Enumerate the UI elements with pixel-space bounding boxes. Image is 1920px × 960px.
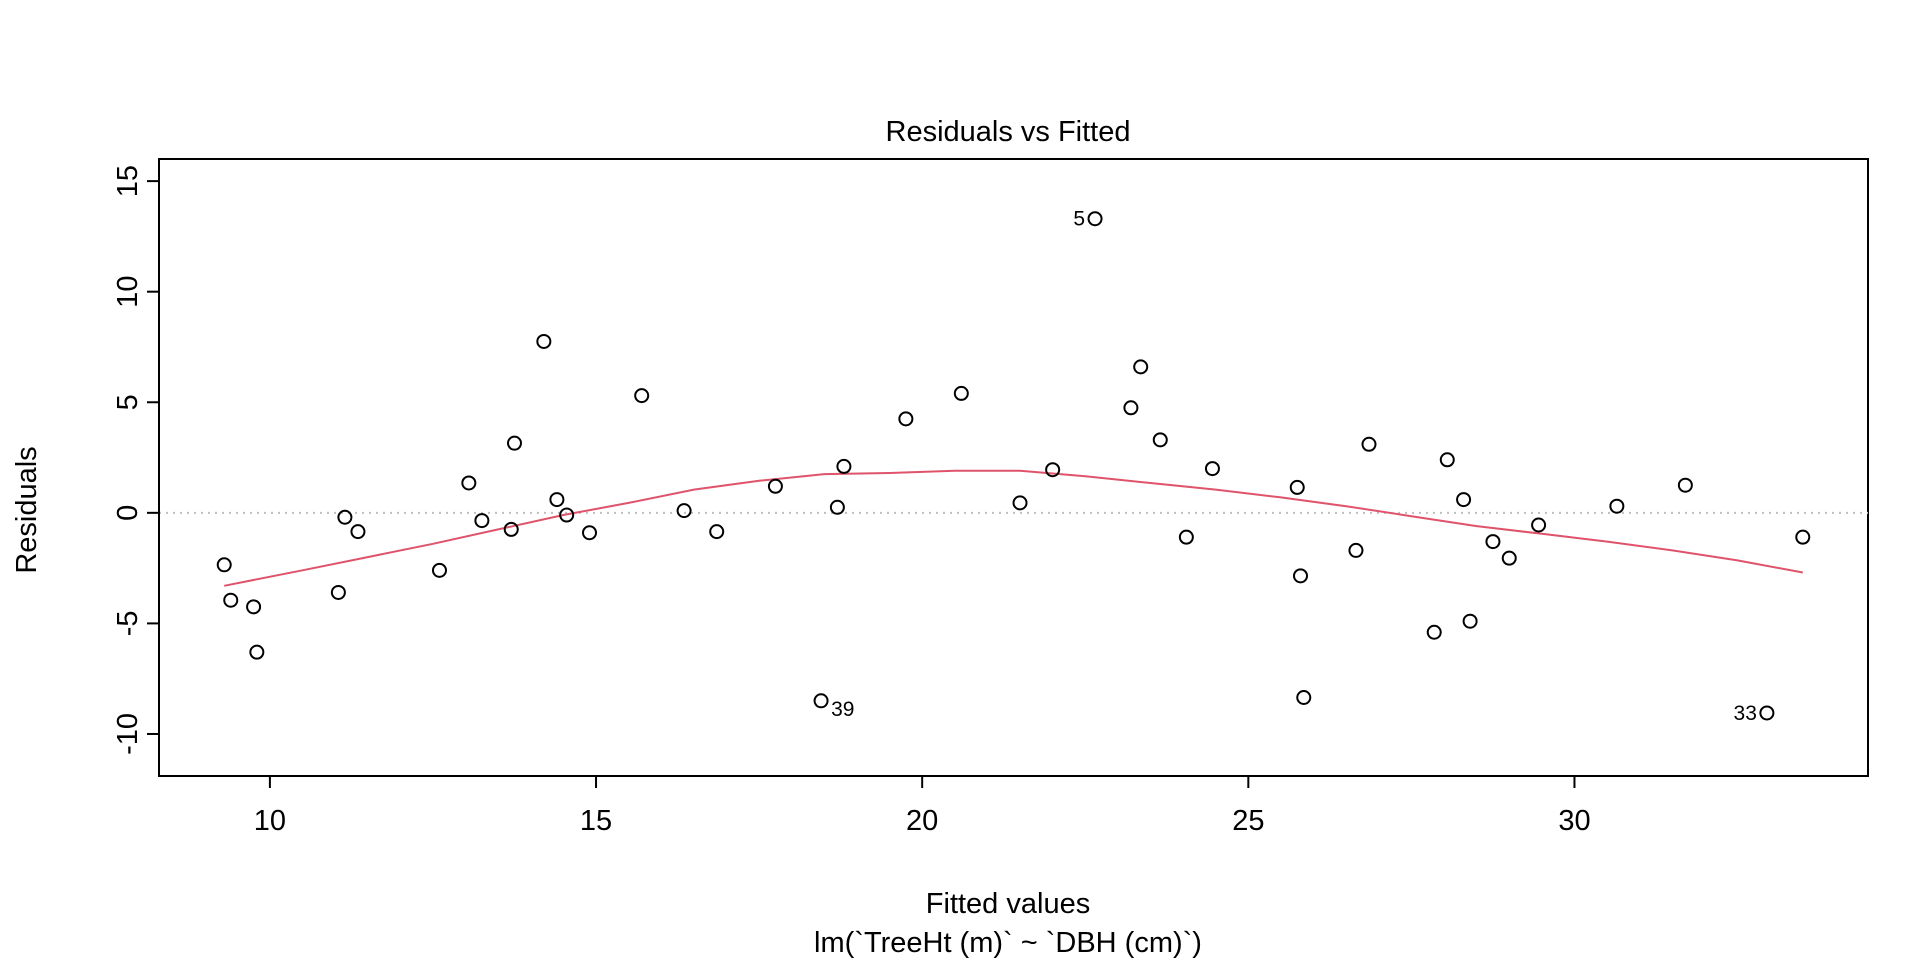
residual-point xyxy=(1123,400,1139,416)
residual-point xyxy=(474,513,490,529)
y-tick-label: 5 xyxy=(112,394,144,410)
residual-point xyxy=(549,492,565,508)
residual-point xyxy=(1289,479,1305,495)
residual-point xyxy=(1152,432,1168,448)
residual-point xyxy=(1485,534,1501,550)
residual-point xyxy=(634,388,650,404)
y-tick-label: 10 xyxy=(112,276,144,308)
residual-point xyxy=(461,475,477,491)
residual-point xyxy=(559,507,575,523)
residual-point xyxy=(1609,498,1625,514)
y-tick-label: 0 xyxy=(112,505,144,521)
residual-point xyxy=(536,333,552,349)
residual-point xyxy=(813,693,829,709)
plot-frame xyxy=(158,158,1869,777)
residual-point xyxy=(1012,495,1028,511)
residual-point xyxy=(1462,613,1478,629)
residual-point xyxy=(503,521,519,537)
residual-point xyxy=(1531,517,1547,533)
residual-point xyxy=(1439,452,1455,468)
x-tick-label: 10 xyxy=(254,805,286,837)
residual-point xyxy=(249,644,265,660)
residual-point xyxy=(1087,211,1103,227)
x-tick-label: 25 xyxy=(1232,805,1264,837)
residual-point xyxy=(1426,624,1442,640)
residual-point xyxy=(898,411,914,427)
residual-point xyxy=(246,599,262,615)
residual-point xyxy=(506,435,522,451)
y-tick-label: -10 xyxy=(112,713,144,755)
residual-point xyxy=(1133,359,1149,375)
residual-point xyxy=(1456,492,1472,508)
residual-point xyxy=(431,562,447,578)
y-tick-label: -5 xyxy=(112,611,144,637)
x-axis-label: Fitted values xyxy=(926,888,1090,920)
residual-point xyxy=(1348,542,1364,558)
residual-point xyxy=(836,458,852,474)
residual-point xyxy=(1795,529,1811,545)
residual-point xyxy=(223,592,239,608)
residual-point xyxy=(1361,436,1377,452)
residual-point xyxy=(1293,568,1309,584)
x-tick-label: 20 xyxy=(906,805,938,837)
residual-point xyxy=(767,478,783,494)
y-tick-label: 15 xyxy=(112,165,144,197)
smooth-trend-line xyxy=(224,469,1803,587)
outlier-label: 5 xyxy=(1073,208,1085,231)
residual-point xyxy=(582,525,598,541)
x-tick-label: 15 xyxy=(580,805,612,837)
y-axis-label: Residuals xyxy=(11,446,43,573)
outlier-label: 39 xyxy=(831,698,854,721)
residual-point xyxy=(1204,461,1220,477)
residual-point xyxy=(1677,477,1693,493)
residual-point xyxy=(829,499,845,515)
residual-point xyxy=(676,503,692,519)
residual-points: 39 5 33 xyxy=(216,208,1811,725)
chart-title: Residuals vs Fitted xyxy=(886,116,1131,148)
residual-point xyxy=(953,385,969,401)
y-axis: -10 -5 0 5 10 15 xyxy=(112,165,160,755)
model-formula-label: lm(`TreeHt (m)` ~ `DBH (cm)`) xyxy=(814,927,1202,959)
residual-point xyxy=(1501,550,1517,566)
x-axis: 10 15 20 25 30 xyxy=(254,775,1591,837)
residual-point xyxy=(330,584,346,600)
x-tick-label: 30 xyxy=(1558,805,1590,837)
residual-point xyxy=(1759,705,1775,721)
residual-point xyxy=(337,509,353,525)
residual-point xyxy=(1045,462,1061,478)
residual-point xyxy=(1296,689,1312,705)
outlier-label: 33 xyxy=(1734,702,1757,725)
residual-point xyxy=(709,524,725,540)
residual-point xyxy=(216,557,232,573)
residual-point xyxy=(350,524,366,540)
residual-point xyxy=(1178,529,1194,545)
